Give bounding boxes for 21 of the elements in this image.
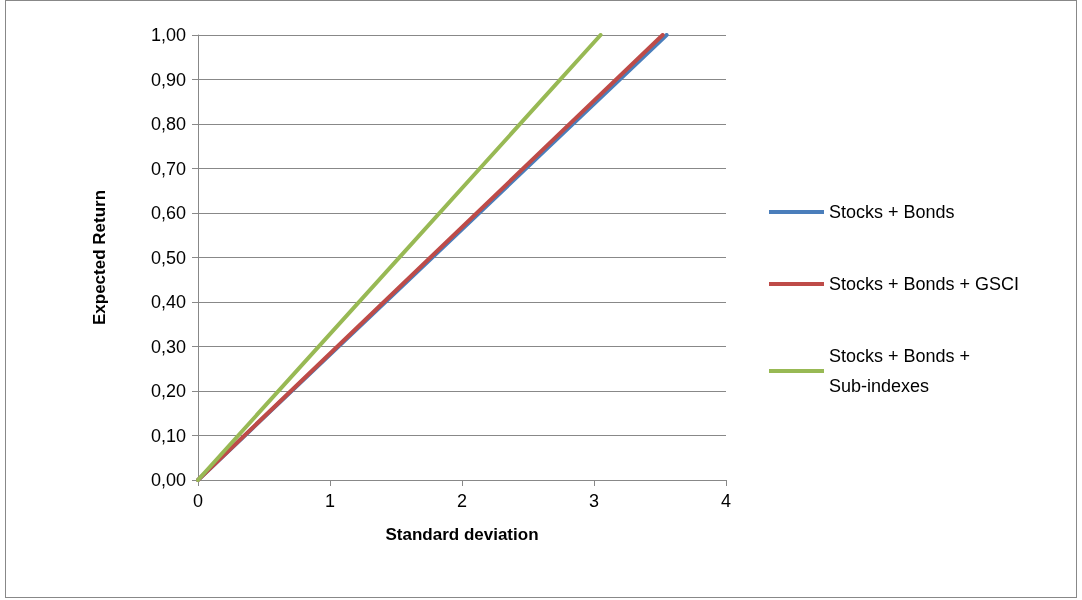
x-tick-label: 3: [588, 491, 600, 511]
y-tick-label: 0,40: [150, 292, 186, 312]
y-tick-label: 0,50: [150, 247, 186, 268]
legend-label: Stocks + Bonds + GSCI: [829, 274, 1020, 294]
y-tick-label: 0,60: [150, 203, 186, 223]
x-tick-label: 1: [324, 491, 336, 511]
y-tick-label: 0,70: [150, 158, 186, 179]
y-tick-label: 0,20: [150, 381, 186, 401]
y-tick-label: 0,90: [150, 69, 186, 90]
y-axis-title: Expected Return: [90, 189, 109, 326]
y-tick-label: 0,80: [150, 114, 186, 134]
y-tick-label: 0,10: [150, 425, 186, 446]
legend-label: Stocks + Bonds + Sub-indexes: [829, 346, 976, 396]
y-tick-label: 0,00: [150, 470, 186, 490]
legend-label: Stocks + Bonds: [829, 202, 955, 222]
x-tick-label: 0: [192, 491, 204, 511]
x-tick-label: 2: [456, 491, 468, 511]
x-tick-label: 4: [720, 491, 732, 511]
y-tick-label: 0,30: [150, 336, 186, 357]
x-axis-title: Standard deviation: [385, 525, 539, 544]
y-tick-label: 1,00: [150, 25, 186, 45]
